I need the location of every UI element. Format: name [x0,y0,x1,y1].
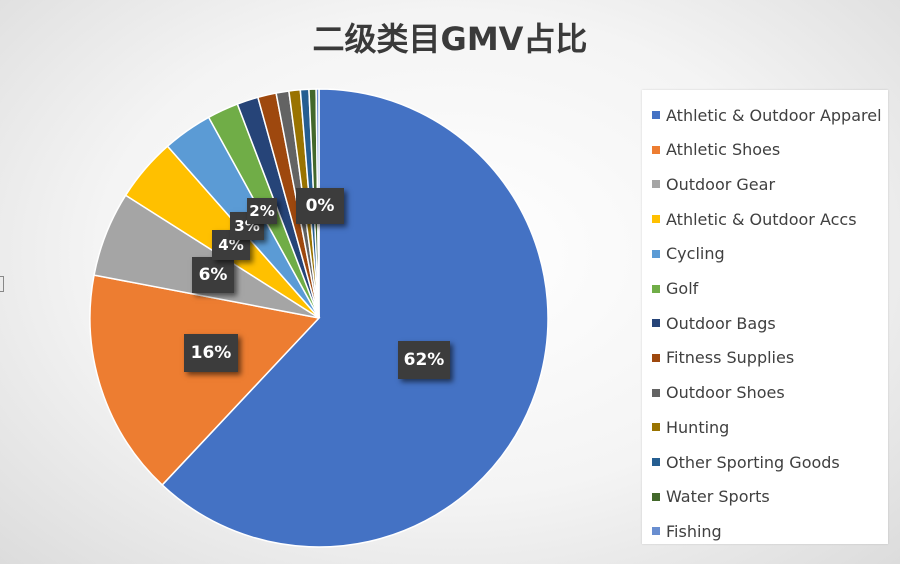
data-label: 16% [184,334,238,372]
legend-label: Outdoor Shoes [666,383,785,403]
legend-swatch [652,111,660,119]
legend-item: Outdoor Bags [652,313,776,333]
legend-label: Outdoor Gear [666,174,776,194]
chart-legend: Athletic & Outdoor Apparel Athletic Shoes… [642,90,888,544]
pie-slice-fishing [315,88,320,319]
legend-item: Fitness Supplies [652,348,794,368]
legend-label: Hunting [666,417,730,437]
legend-label: Fishing [666,521,722,541]
legend-item: Outdoor Gear [652,174,775,194]
legend-label: Athletic Shoes [666,140,781,160]
legend-item: Other Sporting Goods [652,452,840,472]
legend-label: Other Sporting Goods [666,452,840,472]
legend-item: Fishing [652,521,722,541]
pie-chart [89,88,549,548]
legend-item: Golf [652,279,698,299]
legend-swatch [652,249,660,258]
legend-label: Water Sports [666,487,770,507]
legend-item: Athletic Shoes [652,140,780,160]
legend-item: Outdoor Shoes [652,383,785,403]
legend-swatch [652,180,660,189]
legend-swatch [652,492,660,501]
legend-swatch [652,388,660,397]
data-label: 6% [192,257,234,293]
legend-label: Athletic & Outdoor Apparel [666,105,882,125]
pie-slice-athletic-outdoor-apparel [161,88,549,548]
legend-label: Golf [666,279,699,298]
legend-label: Fitness Supplies [666,348,795,368]
legend-swatch [652,284,660,293]
legend-swatch [652,353,660,362]
legend-swatch [652,145,660,154]
legend-label: Athletic & Outdoor Accs [666,209,857,229]
legend-swatch [652,319,660,328]
legend-label: Cycling [666,244,725,264]
data-label: 2% [247,198,277,224]
legend-swatch [652,423,660,432]
data-label: 0% [296,188,344,224]
legend-item: Athletic & Outdoor Accs [652,209,857,229]
legend-item: Water Sports [652,487,770,507]
legend-item: Cycling [652,244,725,264]
legend-item: Athletic & Outdoor Apparel [652,105,882,125]
legend-swatch [652,527,660,536]
legend-swatch [652,215,660,224]
legend-swatch [652,458,660,466]
data-label: 62% [398,341,450,379]
legend-label: Outdoor Bags [666,313,776,333]
legend-item: Hunting [652,417,729,437]
edge-marker [0,276,4,292]
chart-title: 二级类目GMV占比 [312,20,588,58]
pie-slice-athletic-shoes [89,274,321,486]
